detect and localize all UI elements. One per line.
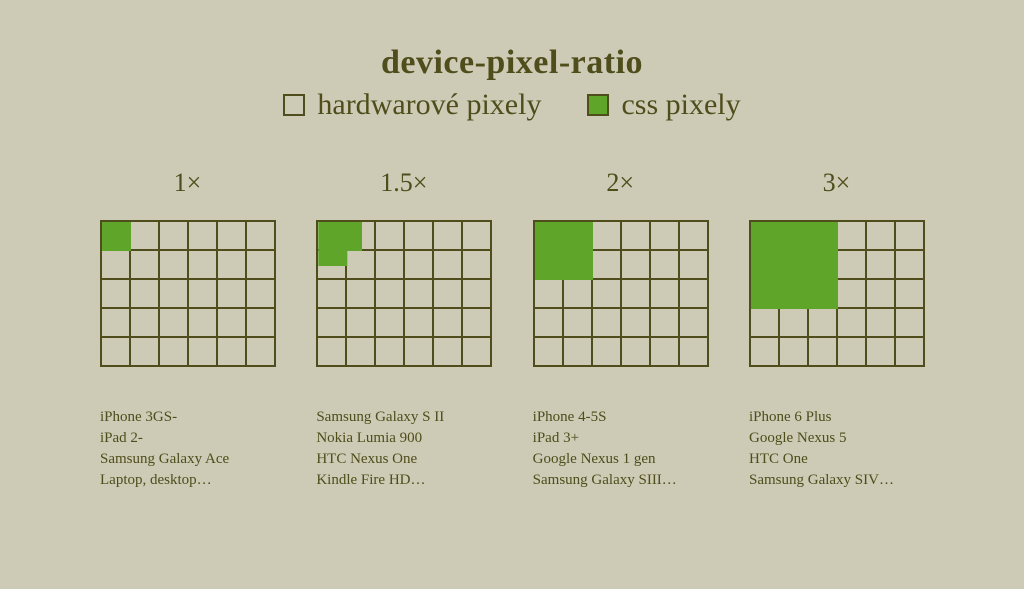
device-item: Samsung Galaxy Ace [100, 449, 275, 470]
device-item: Laptop, desktop… [100, 470, 275, 491]
legend-label: hardwarové pixely [317, 88, 541, 122]
device-item: HTC One [749, 449, 924, 470]
device-item: Nokia Lumia 900 [316, 428, 491, 449]
legend-label: css pixely [621, 88, 740, 122]
gridwrap [100, 220, 275, 365]
panel-3x: 3× iPhone 6 Plus Google Nexus 5 HTC One … [749, 168, 924, 491]
gridwrap [316, 220, 491, 365]
panel-1x: 1× iPhone 3GS- iPad 2- Samsung Galaxy Ac… [100, 168, 275, 491]
ratio-label: 3× [749, 168, 924, 198]
gridwrap [533, 220, 708, 365]
panel-2x: 2× iPhone 4-5S iPad 3+ Google Nexus 1 ge… [533, 168, 708, 491]
device-item: Kindle Fire HD… [316, 470, 491, 491]
device-list: iPhone 6 Plus Google Nexus 5 HTC One Sam… [749, 407, 924, 491]
device-item: HTC Nexus One [316, 449, 491, 470]
ratio-label: 2× [533, 168, 708, 198]
ratio-label: 1.5× [316, 168, 491, 198]
device-item: iPad 3+ [533, 428, 708, 449]
device-list: iPhone 4-5S iPad 3+ Google Nexus 1 gen S… [533, 407, 708, 491]
swatch-filled [587, 94, 609, 116]
device-item: iPhone 6 Plus [749, 407, 924, 428]
panel-1-5x: 1.5× Samsung Galaxy S II Nokia Lumia 900… [316, 168, 491, 491]
page-title: device-pixel-ratio [0, 44, 1024, 82]
ratio-label: 1× [100, 168, 275, 198]
device-list: Samsung Galaxy S II Nokia Lumia 900 HTC … [316, 407, 491, 491]
device-item: Google Nexus 1 gen [533, 449, 708, 470]
device-item: iPhone 4-5S [533, 407, 708, 428]
device-item: Samsung Galaxy SIV… [749, 470, 924, 491]
css-pixel-overlay [102, 222, 131, 251]
gridwrap [749, 220, 924, 365]
device-item: Samsung Galaxy SIII… [533, 470, 708, 491]
legend-item-css: css pixely [587, 88, 740, 122]
device-item: Google Nexus 5 [749, 428, 924, 449]
css-pixel-overlay [751, 222, 838, 309]
legend: hardwarové pixely css pixely [0, 88, 1024, 122]
legend-item-hardware: hardwarové pixely [283, 88, 541, 122]
page: device-pixel-ratio hardwarové pixely css… [0, 0, 1024, 589]
swatch-outline [283, 94, 305, 116]
device-list: iPhone 3GS- iPad 2- Samsung Galaxy Ace L… [100, 407, 275, 491]
device-item: Samsung Galaxy S II [316, 407, 491, 428]
device-item: iPad 2- [100, 428, 275, 449]
device-item: iPhone 3GS- [100, 407, 275, 428]
css-pixel-overlay [535, 222, 593, 280]
panels-row: 1× iPhone 3GS- iPad 2- Samsung Galaxy Ac… [100, 168, 924, 491]
